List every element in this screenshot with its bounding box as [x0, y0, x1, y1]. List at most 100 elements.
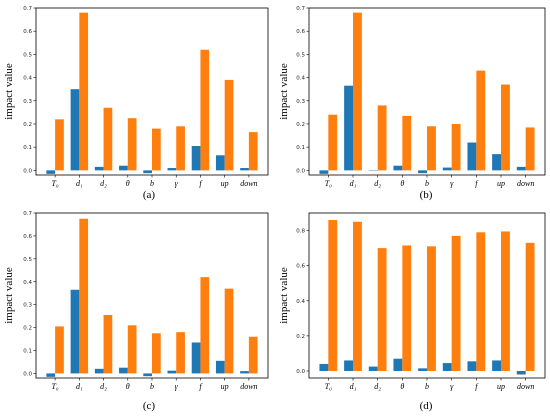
y-tick-label: 0.2 [296, 122, 305, 128]
y-tick-label: 0.8 [296, 229, 305, 235]
x-tick-label: T₀ [325, 179, 332, 188]
x-tick-label: f [199, 179, 203, 188]
y-tick-label: 0.5 [23, 52, 32, 58]
x-tick-label: T₀ [51, 179, 58, 188]
chart-svg: 0.0 0.1 0.2 0.3 0.4 0.5 0.6 0.7 impact value T₀ d₁… [3, 6, 269, 188]
blue-bar [240, 371, 249, 374]
chart-svg: 0.0 0.1 0.2 0.3 0.4 0.5 0.6 0.7 impact value T₀ d₁… [3, 211, 269, 391]
y-tick-label: 0.4 [296, 76, 305, 82]
orange-bar [402, 115, 412, 171]
panel-d: 0.0 0.2 0.4 0.6 0.8 impact value T₀ d₁ d₂ θ b γ f up d… [275, 206, 550, 418]
orange-bar [451, 235, 461, 371]
x-tick-label: up [497, 382, 505, 391]
x-tick-label: b [425, 179, 429, 188]
x-tick-label: b [150, 382, 154, 391]
blue-bar [46, 373, 56, 377]
orange-bar [176, 126, 185, 171]
y-tick-label: 0.2 [296, 334, 305, 340]
orange-bar [152, 333, 161, 374]
blue-bar [70, 289, 80, 374]
chart-svg: 0.0 0.1 0.2 0.3 0.4 0.5 0.6 0.7 impact value T₀ d₁… [278, 6, 546, 188]
blue-bar [94, 166, 104, 171]
orange-bar [476, 70, 486, 171]
orange-bar [79, 12, 89, 171]
x-tick-label: T₀ [325, 382, 332, 391]
blue-bar [167, 168, 177, 171]
orange-bar [55, 119, 64, 171]
x-tick-label: d₂ [100, 179, 107, 188]
y-tick-label: 0.6 [296, 264, 305, 270]
y-tick-label: 0.6 [23, 234, 32, 240]
blue-bar [319, 170, 329, 174]
y-tick-label: 0.7 [296, 6, 305, 12]
blue-bar [191, 342, 201, 374]
blue-bar [467, 142, 477, 171]
blue-bar [393, 165, 403, 171]
blue-bar [516, 166, 526, 171]
orange-bar [176, 332, 185, 374]
panel-label-a: (a) [142, 189, 156, 201]
blue-bar [215, 155, 225, 171]
panel-c: 0.0 0.1 0.2 0.3 0.4 0.5 0.6 0.7 impact value T₀ d₁… [0, 206, 275, 418]
panel-label-c: (c) [142, 400, 156, 412]
orange-bar [501, 231, 510, 371]
orange-bar [328, 220, 338, 371]
orange-bar [328, 114, 338, 171]
y-tick-label: 0.4 [23, 280, 32, 286]
x-tick-label: d₂ [100, 382, 107, 391]
blue-bar [143, 170, 152, 174]
panel-b: 0.0 0.1 0.2 0.3 0.4 0.5 0.6 0.7 impact value T₀ d₁… [275, 0, 550, 205]
orange-bar [377, 248, 387, 371]
x-tick-label: θ [126, 382, 130, 391]
blue-bar [418, 368, 427, 371]
orange-bar [476, 232, 486, 371]
blue-bar [442, 167, 452, 171]
blue-bar [94, 368, 104, 374]
y-tick-label: 0.5 [296, 52, 305, 58]
blue-bar [344, 360, 353, 371]
x-tick-label: d₂ [374, 179, 381, 188]
orange-bar [127, 325, 137, 374]
x-tick-label: d₁ [76, 382, 83, 391]
orange-bar [402, 245, 412, 371]
x-tick-label: up [497, 179, 505, 188]
x-tick-label: f [199, 382, 203, 391]
blue-bar [418, 170, 427, 174]
orange-bar [525, 242, 535, 371]
x-tick-label: d₁ [350, 179, 357, 188]
y-tick-label: 0.0 [296, 369, 305, 375]
orange-bar [127, 118, 137, 171]
y-tick-label: 0.4 [296, 299, 305, 305]
x-tick-label: down [240, 179, 257, 188]
blue-bar [492, 360, 501, 371]
blue-bar [46, 170, 56, 174]
orange-bar [353, 12, 362, 171]
orange-bar [427, 126, 436, 171]
panel-label-d: (d) [419, 400, 433, 412]
blue-bar [119, 165, 128, 171]
orange-bar [353, 221, 362, 371]
x-tick-label: d₂ [374, 382, 381, 391]
y-tick-label: 0.2 [23, 326, 32, 332]
y-axis-label: impact value [278, 63, 290, 120]
y-tick-label: 0.7 [23, 6, 32, 12]
y-tick-label: 0.5 [23, 257, 32, 263]
y-axis-label: impact value [278, 267, 290, 324]
y-axis-label: impact value [3, 267, 15, 324]
y-tick-label: 0.0 [23, 168, 32, 174]
y-tick-label: 0.4 [23, 76, 32, 82]
chart-svg: 0.0 0.2 0.4 0.6 0.8 impact value T₀ d₁ d₂ θ b γ f up d… [278, 212, 546, 391]
x-tick-label: d₁ [76, 179, 83, 188]
orange-bar [200, 277, 210, 374]
y-tick-label: 0.1 [23, 145, 32, 151]
y-tick-label: 0.6 [296, 29, 305, 35]
orange-bar [377, 105, 387, 171]
orange-bar [525, 127, 535, 171]
x-tick-label: γ [450, 179, 454, 188]
orange-bar [103, 107, 113, 171]
panel-a: 0.0 0.1 0.2 0.3 0.4 0.5 0.6 0.7 impact value T₀ d₁… [0, 0, 275, 205]
y-tick-label: 0.3 [23, 99, 32, 105]
orange-bar [451, 123, 461, 171]
x-tick-label: f [475, 382, 479, 391]
blue-bar [344, 85, 353, 171]
